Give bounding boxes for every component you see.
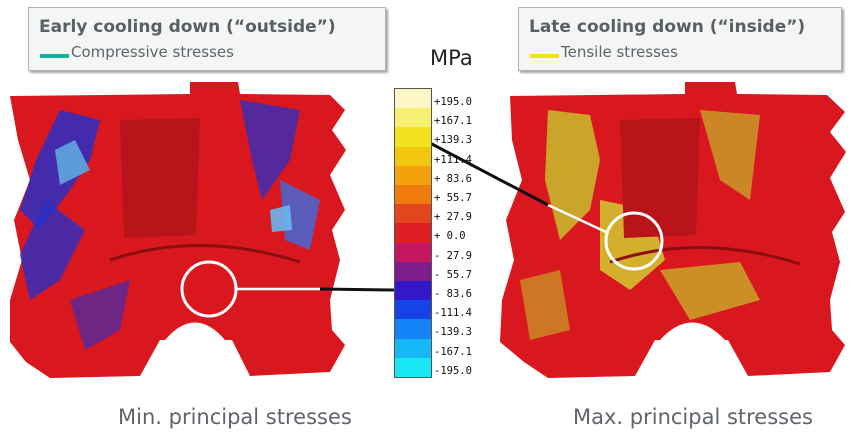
right-legend-entry: Tensile stresses	[561, 43, 678, 61]
left-legend-box: Early cooling down (“outside”) Compressi…	[28, 7, 386, 71]
right-legend-box: Late cooling down (“inside”) Tensile str…	[518, 7, 842, 71]
compressive-swatch	[40, 54, 69, 58]
scale-band	[395, 165, 431, 186]
left-legend-entry: Compressive stresses	[71, 43, 234, 61]
left-caption: Min. principal stresses	[118, 405, 352, 429]
left-legend-title: Early cooling down (“outside”)	[39, 17, 336, 37]
scale-tick-label: + 55.7	[434, 192, 472, 204]
scale-tick-label: - 27.9	[434, 249, 472, 262]
right-caption: Max. principal stresses	[573, 405, 813, 429]
scale-band	[395, 127, 431, 148]
scale-tick-label: + 0.0	[434, 230, 466, 243]
scale-band	[395, 319, 431, 340]
scale-tick-label: -195.0	[434, 364, 472, 377]
scale-tick-label: - 55.7	[434, 268, 472, 281]
scale-tick-label: +167.1	[434, 115, 472, 128]
tensile-swatch	[530, 54, 559, 58]
scale-tick-label: -167.1	[434, 345, 472, 358]
scale-band	[395, 185, 431, 205]
scale-band	[395, 223, 431, 244]
scale-band	[395, 300, 431, 320]
scale-tick-label: -111.4	[434, 307, 472, 320]
scale-tick-label: - 83.6	[434, 288, 472, 300]
left-casting-plot	[10, 82, 395, 378]
scale-tick-label: +139.3	[434, 134, 472, 147]
color-scale-bar	[394, 88, 432, 378]
scale-tick-label: +111.4	[434, 153, 472, 166]
scale-tick-label: + 83.6	[434, 172, 472, 185]
right-casting-plot	[429, 82, 846, 378]
scale-tick-label: +195.0	[434, 96, 472, 108]
scale-band	[395, 146, 431, 167]
scale-band	[395, 89, 431, 109]
right-legend-title: Late cooling down (“inside”)	[529, 17, 806, 37]
scale-band	[395, 242, 431, 263]
scale-tick-label: + 27.9	[434, 211, 472, 224]
scale-band	[395, 108, 431, 128]
scale-band	[395, 338, 431, 359]
scale-band	[395, 281, 431, 301]
scale-band	[395, 357, 431, 378]
scale-unit: MPa	[430, 46, 473, 70]
scale-tick-label: -139.3	[434, 326, 472, 339]
scale-band	[395, 204, 431, 224]
scale-band	[395, 261, 431, 282]
